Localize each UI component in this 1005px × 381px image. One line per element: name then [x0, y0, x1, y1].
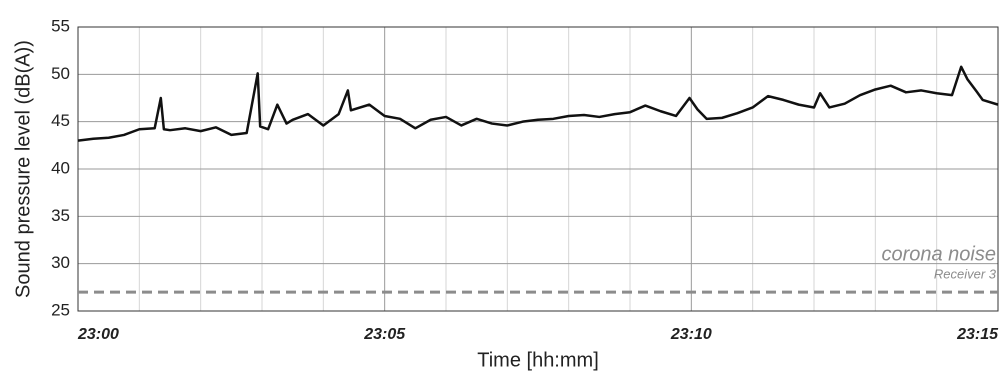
y-tick-label: 40 [51, 158, 70, 177]
reference-sublabel: Receiver 3 [934, 267, 997, 282]
reference-label: corona noise [881, 243, 996, 265]
y-axis-title: Sound pressure level (dB(A)) [12, 40, 34, 298]
plot-frame [77, 26, 999, 312]
x-tick-label: 23:15 [956, 326, 999, 343]
y-tick-label: 35 [51, 206, 70, 225]
x-tick-label: 23:00 [77, 326, 119, 343]
data-line [77, 65, 999, 142]
x-tick-label: 23:05 [363, 326, 406, 343]
y-tick-label: 55 [51, 16, 70, 35]
x-axis-title: Time [hh:mm] [477, 349, 599, 371]
y-tick-label: 25 [51, 300, 70, 319]
y-tick-label: 45 [51, 111, 70, 130]
y-tick-label: 30 [51, 253, 70, 272]
x-tick-label: 23:10 [670, 326, 712, 343]
y-tick-label: 50 [51, 64, 70, 83]
